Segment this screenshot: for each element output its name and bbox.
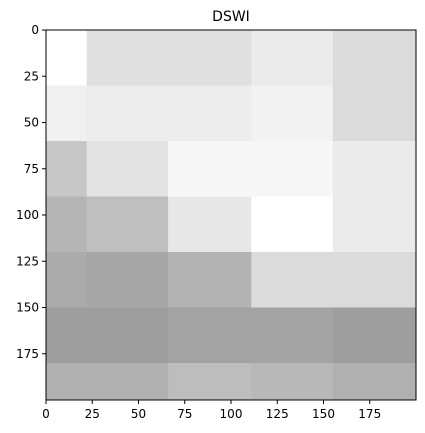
y-tick-label: 25 — [24, 69, 39, 83]
y-tick-label: 125 — [16, 254, 39, 268]
chart-title: DSWI — [212, 9, 250, 25]
y-tick-label: 150 — [16, 301, 39, 315]
heatmap-cell — [168, 308, 252, 364]
heatmap-cell — [46, 197, 87, 253]
heatmap-cell — [168, 30, 252, 86]
heatmap-cell — [333, 86, 417, 142]
heatmap-cell — [333, 197, 417, 253]
y-tick-label: 75 — [24, 162, 39, 176]
heatmap-cell — [168, 141, 252, 197]
heatmap-cell — [87, 197, 169, 253]
x-tick-label: 100 — [220, 407, 243, 421]
heatmap-cells — [46, 30, 417, 401]
x-axis: 0 25 50 75 100 125 150 175 — [42, 400, 381, 421]
heatmap-cell — [251, 141, 333, 197]
heatmap-cell — [251, 30, 333, 86]
heatmap-cell — [87, 308, 169, 364]
heatmap-cell — [87, 30, 169, 86]
heatmap-cell — [168, 363, 252, 401]
heatmap-cell — [333, 252, 417, 308]
y-tick-label: 100 — [16, 208, 39, 222]
heatmap-cell — [87, 86, 169, 142]
heatmap-cell — [333, 363, 417, 401]
x-tick-label: 50 — [131, 407, 146, 421]
x-tick-label: 150 — [312, 407, 335, 421]
x-tick-label: 0 — [42, 407, 50, 421]
heatmap-cell — [87, 141, 169, 197]
heatmap-cell — [251, 363, 333, 401]
y-tick-label: 50 — [24, 116, 39, 130]
heatmap-cell — [46, 308, 87, 364]
heatmap-cell — [251, 197, 333, 253]
y-tick-label: 175 — [16, 347, 39, 361]
x-tick-label: 25 — [85, 407, 100, 421]
heatmap-cell — [87, 252, 169, 308]
heatmap-cell — [46, 86, 87, 142]
x-tick-label: 125 — [266, 407, 289, 421]
heatmap-cell — [168, 86, 252, 142]
heatmap-cell — [168, 197, 252, 253]
heatmap-cell — [46, 252, 87, 308]
heatmap-cell — [46, 141, 87, 197]
heatmap-cell — [251, 86, 333, 142]
heatmap-cell — [333, 141, 417, 197]
heatmap-cell — [168, 252, 252, 308]
x-tick-label: 75 — [177, 407, 192, 421]
heatmap-cell — [333, 30, 417, 86]
heatmap-cell — [251, 308, 333, 364]
y-tick-label: 0 — [31, 23, 39, 37]
heatmap-cell — [46, 30, 87, 86]
heatmap-cell — [251, 252, 333, 308]
heatmap-cell — [46, 363, 87, 401]
heatmap-cell — [333, 308, 417, 364]
y-axis: 0 25 50 75 100 125 150 175 — [16, 23, 46, 361]
heatmap-cell — [87, 363, 169, 401]
x-tick-label: 175 — [358, 407, 381, 421]
